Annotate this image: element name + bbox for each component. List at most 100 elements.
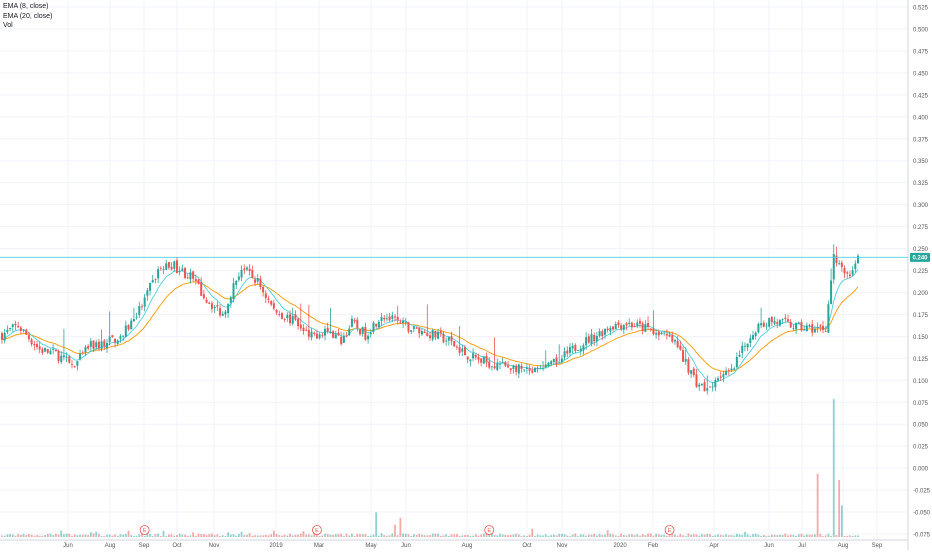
volume-bar <box>154 534 157 537</box>
last-price-label: 0.240 <box>912 256 928 262</box>
candle-body <box>636 322 639 327</box>
candle-body <box>60 355 63 362</box>
candle-body <box>676 340 679 348</box>
candle-body <box>151 280 154 283</box>
volume-bar <box>474 534 477 537</box>
x-tick-label: Feb <box>648 543 659 549</box>
candle-body <box>480 358 483 363</box>
volume-bar <box>668 535 671 537</box>
volume-bar <box>359 534 361 537</box>
volume-bar <box>353 536 356 537</box>
volume-bar <box>849 535 851 537</box>
volume-bar <box>283 534 286 537</box>
volume-bar <box>738 534 741 537</box>
candle-body <box>520 365 523 369</box>
legend-volume[interactable]: Vol <box>3 22 13 29</box>
volume-bar <box>184 534 186 537</box>
volume-bar <box>733 535 736 537</box>
x-tick-label: Sep <box>139 543 150 549</box>
candle-body <box>307 329 310 337</box>
x-tick-label: Aug <box>105 543 116 549</box>
candle-body <box>466 356 469 360</box>
volume-bar <box>744 531 746 537</box>
candle-body <box>270 301 273 305</box>
x-tick-label: Sep <box>872 543 883 549</box>
candle-body <box>703 382 706 392</box>
candle-body <box>754 332 757 337</box>
volume-bar <box>146 531 149 537</box>
candle-body <box>429 335 431 338</box>
candle-body <box>181 268 184 271</box>
candle-body <box>313 332 316 334</box>
candle-body <box>603 328 606 335</box>
volume-bar <box>620 533 623 537</box>
candle-body <box>671 335 674 342</box>
candle-body <box>687 359 690 373</box>
volume-bar <box>442 535 445 537</box>
candle-body <box>719 376 722 378</box>
candle-body <box>595 335 598 342</box>
volume-bar <box>606 530 609 537</box>
volume-bar <box>674 534 676 537</box>
legend-ema-long[interactable]: EMA (20, close) <box>3 12 53 20</box>
volume-bar <box>421 534 423 537</box>
candle-body <box>111 335 114 338</box>
candle-body <box>657 331 660 336</box>
volume-bar <box>383 535 386 537</box>
volume-bar <box>33 535 36 537</box>
volume-bar <box>95 531 98 537</box>
candle-body <box>337 332 340 336</box>
candle-body <box>240 269 243 278</box>
volume-bar <box>644 535 647 537</box>
candle-body <box>587 336 590 343</box>
earnings-marker-icon <box>664 525 675 535</box>
volume-bar <box>579 534 582 537</box>
volume-bar <box>173 535 176 537</box>
volume-bar <box>380 533 383 537</box>
volume-bar <box>566 535 569 537</box>
volume-bar <box>830 535 832 537</box>
candle-body <box>803 329 806 331</box>
candle-body <box>501 361 504 363</box>
candle-body <box>200 282 203 296</box>
volume-bar <box>208 534 211 537</box>
candle-body <box>851 270 854 275</box>
candle-body <box>472 353 475 359</box>
volume-bar <box>749 535 752 537</box>
candle-body <box>17 325 20 328</box>
candle-body <box>787 319 790 322</box>
candle-body <box>544 364 547 368</box>
volume-bar <box>200 534 203 537</box>
volume-bar <box>248 533 251 537</box>
candle-body <box>251 270 254 278</box>
volume-bar <box>89 532 92 537</box>
candle-body <box>219 308 222 316</box>
candle-body <box>663 332 666 334</box>
volume-bar <box>60 530 63 537</box>
volume-bar <box>832 399 835 537</box>
volume-bar <box>386 535 388 537</box>
volume-bar <box>544 534 547 537</box>
volume-bar <box>523 535 526 537</box>
volume-bar <box>170 534 173 537</box>
x-tick-label: Aug <box>462 543 473 549</box>
candle-body <box>426 332 429 337</box>
volume-bar <box>698 535 701 537</box>
candle-body <box>194 279 197 281</box>
candle-body <box>105 342 108 349</box>
candle-body <box>68 356 71 363</box>
candle-body <box>496 363 499 370</box>
volume-bar <box>324 533 326 537</box>
y-tick-label: 0.200 <box>913 291 929 297</box>
volume-bar <box>227 532 230 537</box>
legend-ema-short[interactable]: EMA (8, close) <box>3 3 49 10</box>
candle-body <box>140 306 143 308</box>
volume-bar <box>267 535 270 537</box>
candle-body <box>714 380 717 388</box>
volume-bar <box>520 535 523 537</box>
candle-body <box>84 346 87 353</box>
candle-body <box>800 321 803 331</box>
volume-bar <box>760 535 762 537</box>
